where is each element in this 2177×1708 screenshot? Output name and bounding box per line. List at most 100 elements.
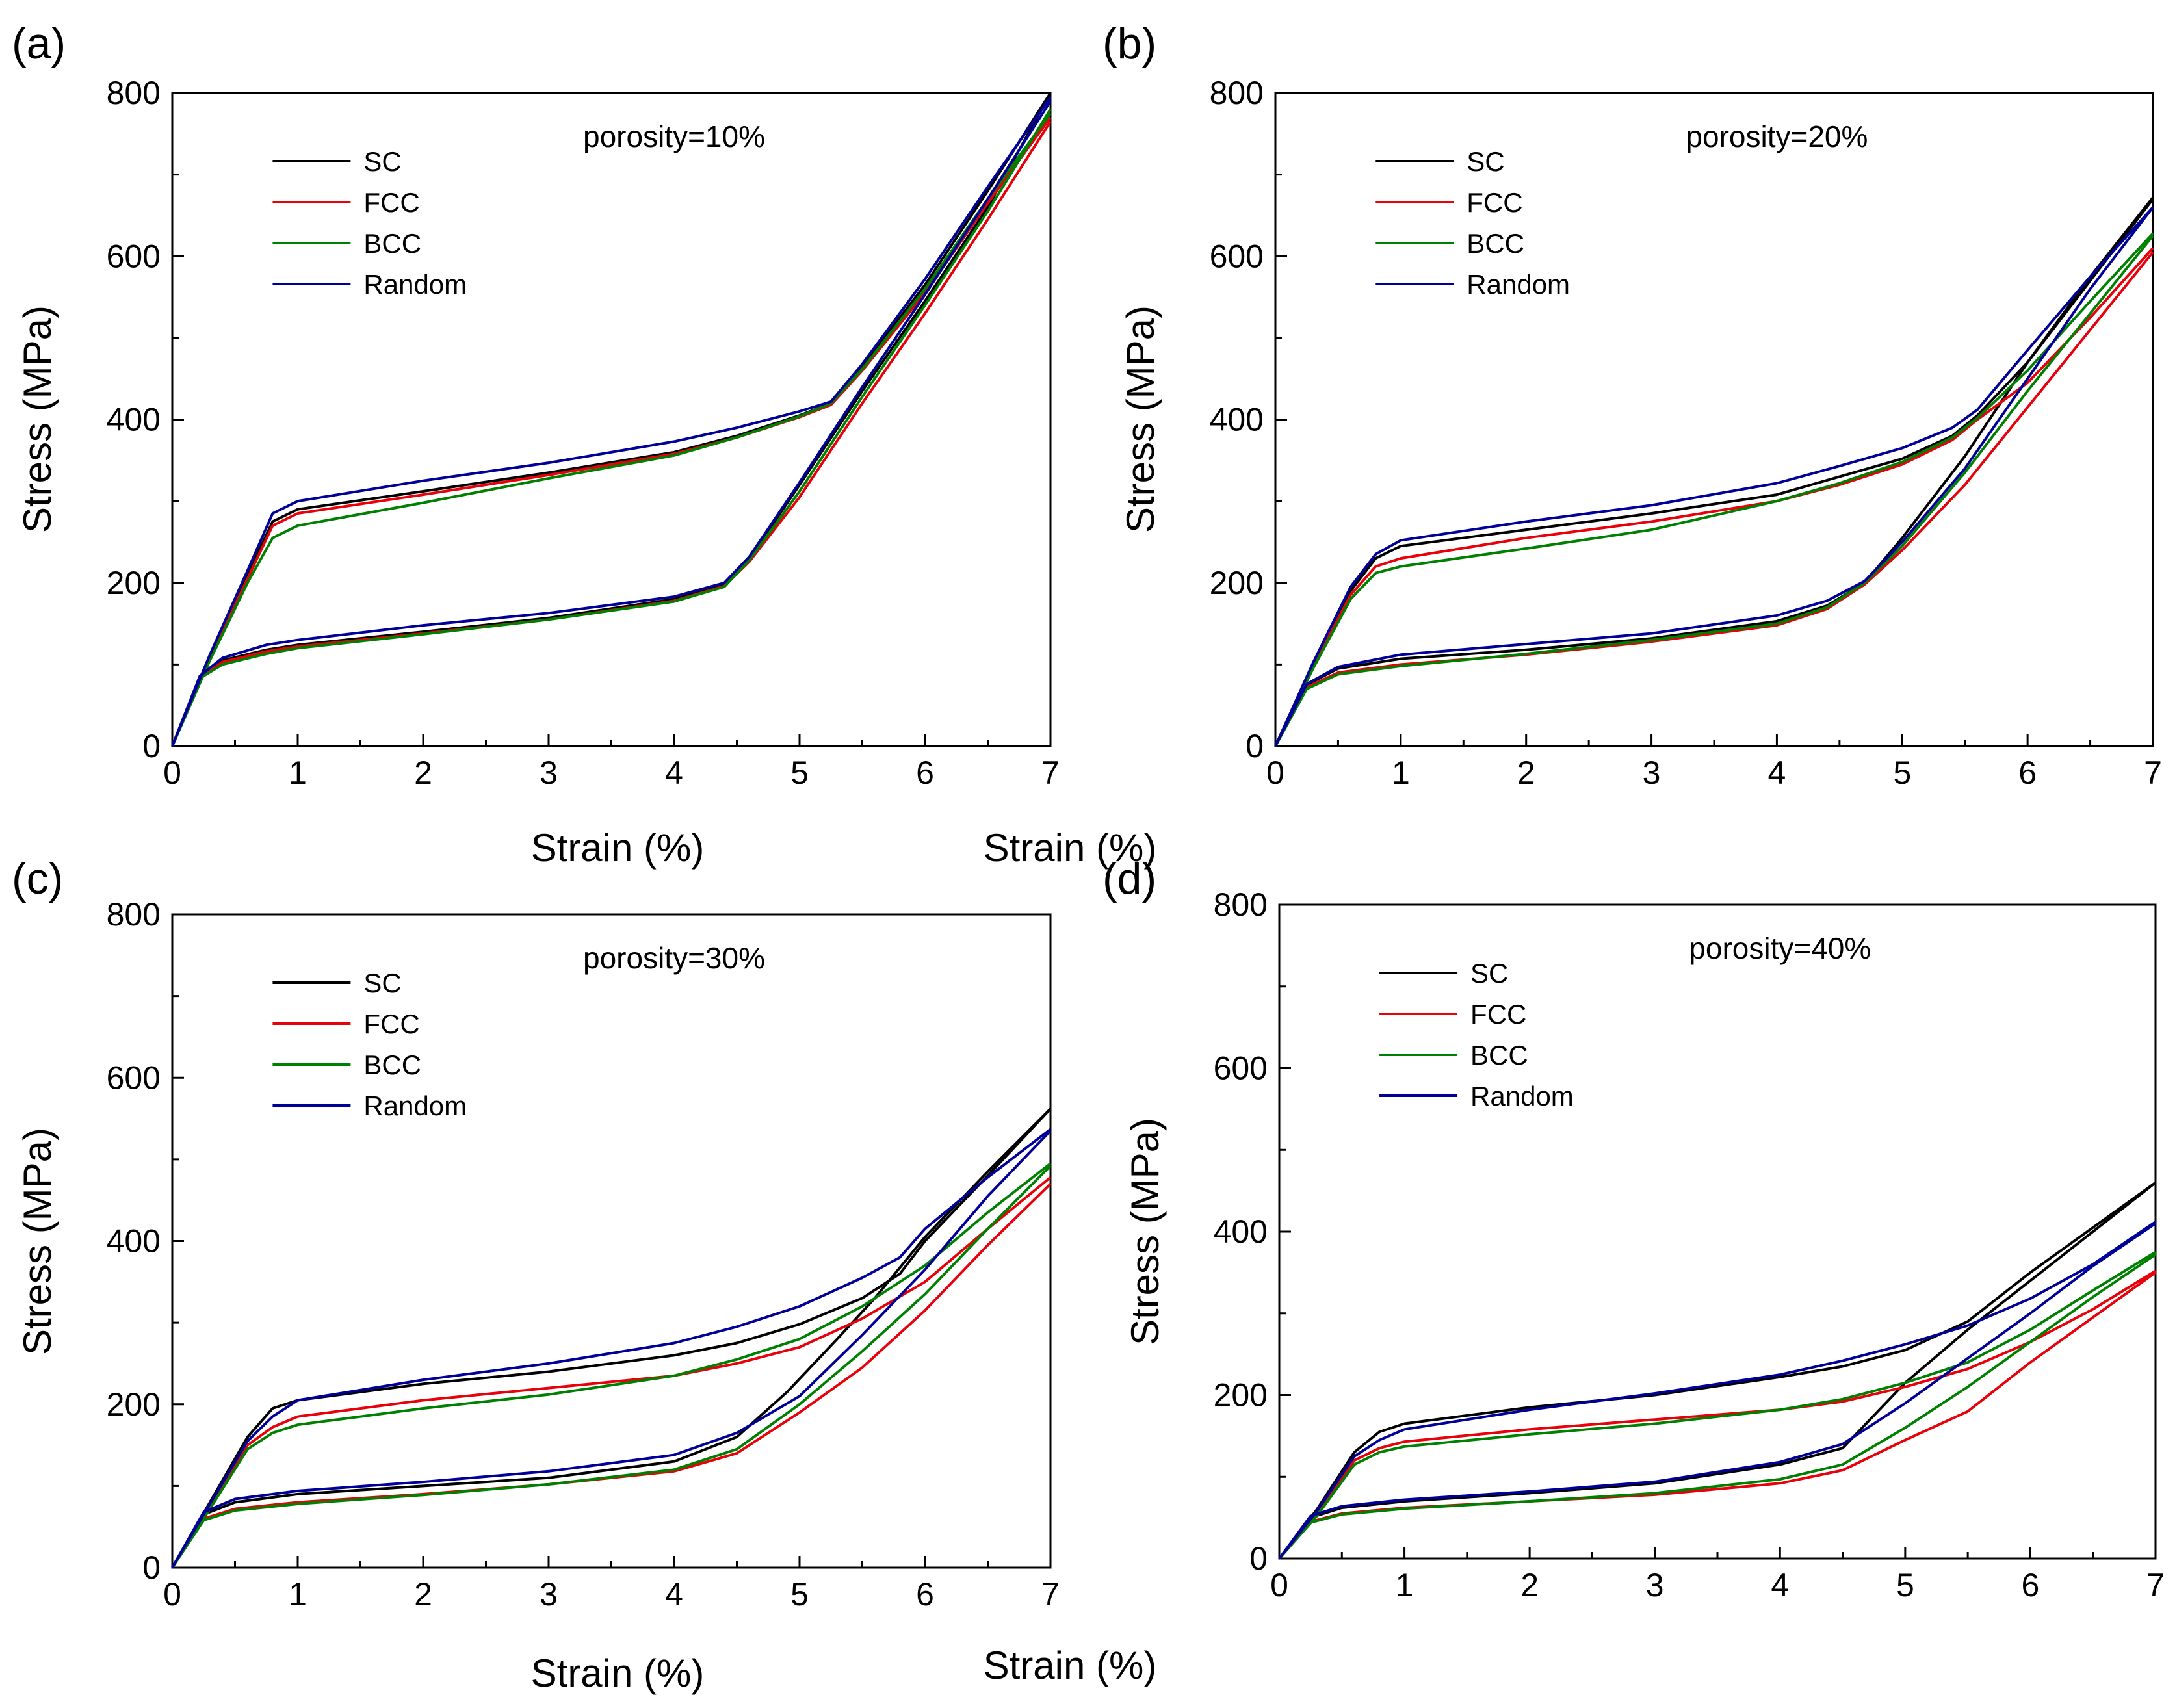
x-tick-label: 0 — [163, 1576, 181, 1612]
x-axis-label: Strain (%) — [531, 1651, 705, 1695]
porosity-annotation: porosity=30% — [583, 941, 765, 975]
legend-label-bcc: BCC — [363, 1050, 421, 1080]
series-line-bcc-loading — [1274, 235, 2154, 747]
x-axis-label: Strain (%) — [984, 826, 1157, 870]
series-line-random-unloading — [171, 1128, 1052, 1569]
porosity-annotation: porosity=40% — [1689, 931, 1871, 965]
legend-label-fcc: FCC — [1467, 187, 1522, 218]
x-tick-label: 3 — [540, 1576, 558, 1612]
y-axis-label: Stress (MPa) — [16, 305, 59, 533]
y-tick-label: 200 — [107, 565, 161, 601]
y-tick-label: 400 — [1210, 402, 1264, 438]
y-axis-label: Stress (MPa) — [1119, 305, 1162, 533]
series-line-fcc-unloading — [171, 116, 1052, 747]
legend-label-sc: SC — [1467, 146, 1504, 177]
legend-label-bcc: BCC — [1467, 228, 1524, 259]
x-tick-label: 2 — [414, 1576, 432, 1612]
x-tick-label: 4 — [665, 1576, 683, 1612]
y-tick-label: 0 — [142, 728, 161, 764]
x-tick-label: 2 — [1517, 755, 1535, 791]
x-tick-label: 4 — [665, 755, 683, 791]
legend-label-bcc: BCC — [363, 228, 421, 259]
series-line-fcc-loading — [171, 120, 1052, 747]
x-tick-label: 5 — [1896, 1567, 1914, 1603]
legend-label-fcc: FCC — [363, 1009, 419, 1039]
series-line-random-unloading — [1274, 206, 2154, 747]
x-tick-label: 7 — [1041, 1576, 1060, 1612]
legend-label-random: Random — [363, 269, 467, 300]
series-line-sc-loading — [1278, 1182, 2157, 1560]
series-line-random-unloading — [171, 96, 1052, 747]
x-tick-label: 6 — [916, 1576, 934, 1612]
x-tick-label: 1 — [1396, 1567, 1414, 1603]
series-line-random-unloading — [1278, 1221, 2157, 1560]
x-tick-label: 2 — [414, 755, 432, 791]
x-tick-label: 4 — [1771, 1567, 1789, 1603]
series-line-fcc-loading — [171, 1183, 1052, 1569]
y-tick-label: 0 — [1245, 728, 1264, 764]
panel-label: (d) — [1102, 854, 1156, 903]
x-tick-label: 5 — [790, 755, 809, 791]
y-tick-label: 200 — [1210, 565, 1264, 601]
x-tick-label: 4 — [1768, 755, 1786, 791]
legend-label-fcc: FCC — [1470, 999, 1526, 1029]
x-tick-label: 1 — [1392, 755, 1410, 791]
chart-panel-d: (d) 0 1 2 3 4 5 6 7 0 200 400 600 800 Strain (%) Stress… — [984, 854, 2165, 1687]
legend-label-random: Random — [363, 1091, 467, 1121]
x-tick-label: 5 — [790, 1576, 809, 1612]
x-axis-label: Strain (%) — [984, 1644, 1157, 1687]
chart-panel-b: (b) 0 1 2 3 4 5 6 7 0 200 400 600 800 Strain (%) Stress… — [984, 19, 2162, 870]
series-line-sc-unloading — [1274, 198, 2154, 747]
series-line-sc-loading — [1274, 196, 2154, 747]
series-line-random-loading — [171, 1130, 1052, 1568]
y-tick-label: 800 — [1214, 886, 1268, 923]
x-tick-label: 3 — [540, 755, 558, 791]
y-tick-label: 800 — [107, 75, 161, 111]
x-tick-label: 3 — [1643, 755, 1661, 791]
plot-frame — [1278, 903, 2157, 1560]
x-tick-label: 6 — [2018, 755, 2037, 791]
y-tick-label: 0 — [1249, 1540, 1268, 1577]
x-tick-label: 1 — [289, 1576, 307, 1612]
series-line-bcc-loading — [171, 109, 1052, 747]
legend-label-sc: SC — [363, 968, 401, 998]
y-axis-label: Stress (MPa) — [1123, 1118, 1167, 1345]
porosity-annotation: porosity=20% — [1686, 120, 1868, 153]
series-line-bcc-loading — [171, 1165, 1052, 1569]
y-tick-label: 400 — [1214, 1213, 1268, 1250]
y-axis-label: Stress (MPa) — [16, 1128, 59, 1355]
y-tick-label: 600 — [1214, 1050, 1268, 1087]
series-line-sc-loading — [171, 92, 1052, 747]
legend-label-random: Random — [1467, 269, 1570, 300]
legend-label-sc: SC — [363, 146, 401, 177]
panel-label: (a) — [12, 19, 66, 68]
series-line-random-loading — [1278, 1222, 2157, 1560]
y-tick-label: 600 — [1210, 238, 1264, 274]
plot-frame — [1274, 92, 2154, 747]
y-tick-label: 400 — [107, 402, 161, 438]
x-tick-label: 1 — [289, 755, 307, 791]
legend-label-sc: SC — [1470, 958, 1508, 989]
series-line-sc-loading — [171, 1107, 1052, 1569]
series-line-sc-unloading — [171, 92, 1052, 747]
series-line-bcc-unloading — [1274, 232, 2154, 747]
x-tick-label: 6 — [2022, 1567, 2040, 1603]
chart-panel-c: (c) 0 1 2 3 4 5 6 7 0 200 400 600 800 Strain (%) Stress… — [12, 854, 1060, 1695]
y-tick-label: 600 — [107, 1059, 161, 1096]
panel-label: (c) — [12, 854, 63, 903]
series-line-bcc-loading — [1278, 1253, 2157, 1560]
legend-label-bcc: BCC — [1470, 1040, 1528, 1070]
y-tick-label: 600 — [107, 238, 161, 274]
series-line-fcc-unloading — [1278, 1269, 2157, 1560]
series-line-random-loading — [171, 100, 1052, 747]
y-tick-label: 800 — [107, 896, 161, 933]
y-tick-label: 800 — [1210, 75, 1264, 111]
y-tick-label: 0 — [142, 1549, 161, 1586]
y-tick-label: 200 — [107, 1386, 161, 1423]
x-tick-label: 2 — [1520, 1567, 1539, 1603]
x-axis-label: Strain (%) — [531, 826, 705, 870]
x-tick-label: 0 — [1270, 1567, 1288, 1603]
series-line-bcc-unloading — [171, 112, 1052, 747]
x-tick-label: 5 — [1893, 755, 1911, 791]
